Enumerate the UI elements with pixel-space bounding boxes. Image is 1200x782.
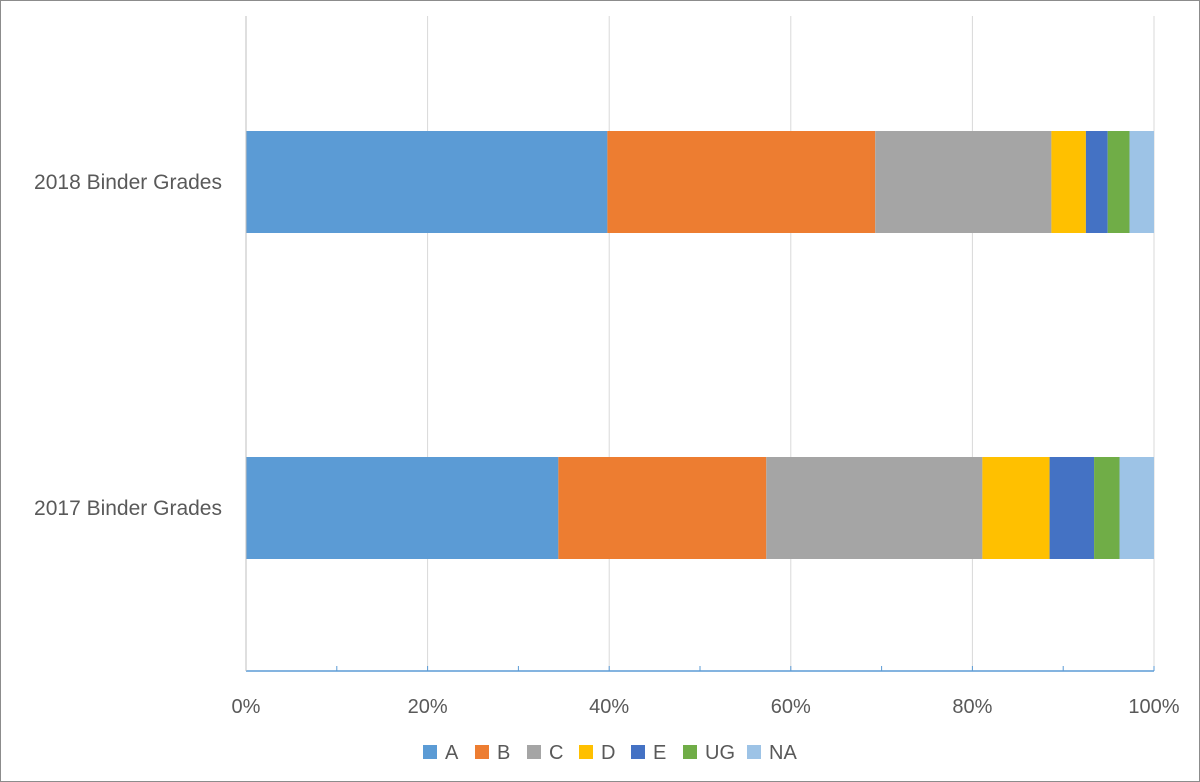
x-tick-label: 100% xyxy=(1128,696,1179,718)
legend-label-ug: UG xyxy=(705,742,735,764)
legend-label-e: E xyxy=(653,742,666,764)
bar-segment-c xyxy=(875,131,1052,233)
legend-swatch-b xyxy=(475,745,489,759)
bars xyxy=(246,131,1154,559)
legend-label-a: A xyxy=(445,742,459,764)
legend-label-d: D xyxy=(601,742,615,764)
legend-swatch-e xyxy=(631,745,645,759)
bar-segment-a xyxy=(246,131,608,233)
bar-segment-b xyxy=(558,457,767,559)
x-tick-label: 60% xyxy=(771,696,811,718)
bar-segment-d xyxy=(982,457,1050,559)
category-label: 2018 Binder Grades xyxy=(34,171,222,194)
legend: A B C D E UG NA xyxy=(423,742,797,764)
legend-label-na: NA xyxy=(769,742,797,764)
legend-swatch-c xyxy=(527,745,541,759)
bar-segment-ug xyxy=(1107,131,1130,233)
legend-label-c: C xyxy=(549,742,563,764)
x-tick-label: 20% xyxy=(408,696,448,718)
bar-segment-c xyxy=(766,457,983,559)
x-tick-label: 80% xyxy=(952,696,992,718)
legend-swatch-a xyxy=(423,745,437,759)
x-tick-label: 0% xyxy=(232,696,261,718)
bar-segment-na xyxy=(1129,131,1154,233)
bar-segment-b xyxy=(607,131,876,233)
bar-segment-e xyxy=(1085,131,1108,233)
x-tick-label: 40% xyxy=(589,696,629,718)
gridlines xyxy=(245,16,1155,671)
legend-label-b: B xyxy=(497,742,510,764)
legend-swatch-ug xyxy=(683,745,697,759)
bar-segment-ug xyxy=(1094,457,1120,559)
bar-segment-a xyxy=(246,457,559,559)
bar-segment-d xyxy=(1051,131,1086,233)
legend-swatch-na xyxy=(747,745,761,759)
category-label: 2017 Binder Grades xyxy=(34,497,222,520)
legend-swatch-d xyxy=(579,745,593,759)
x-axis: 0% 20% 40% 60% 80% 100% xyxy=(232,666,1180,718)
bar-segment-e xyxy=(1049,457,1095,559)
bar-segment-na xyxy=(1119,457,1154,559)
category-axis: 2018 Binder Grades 2017 Binder Grades xyxy=(34,16,247,671)
